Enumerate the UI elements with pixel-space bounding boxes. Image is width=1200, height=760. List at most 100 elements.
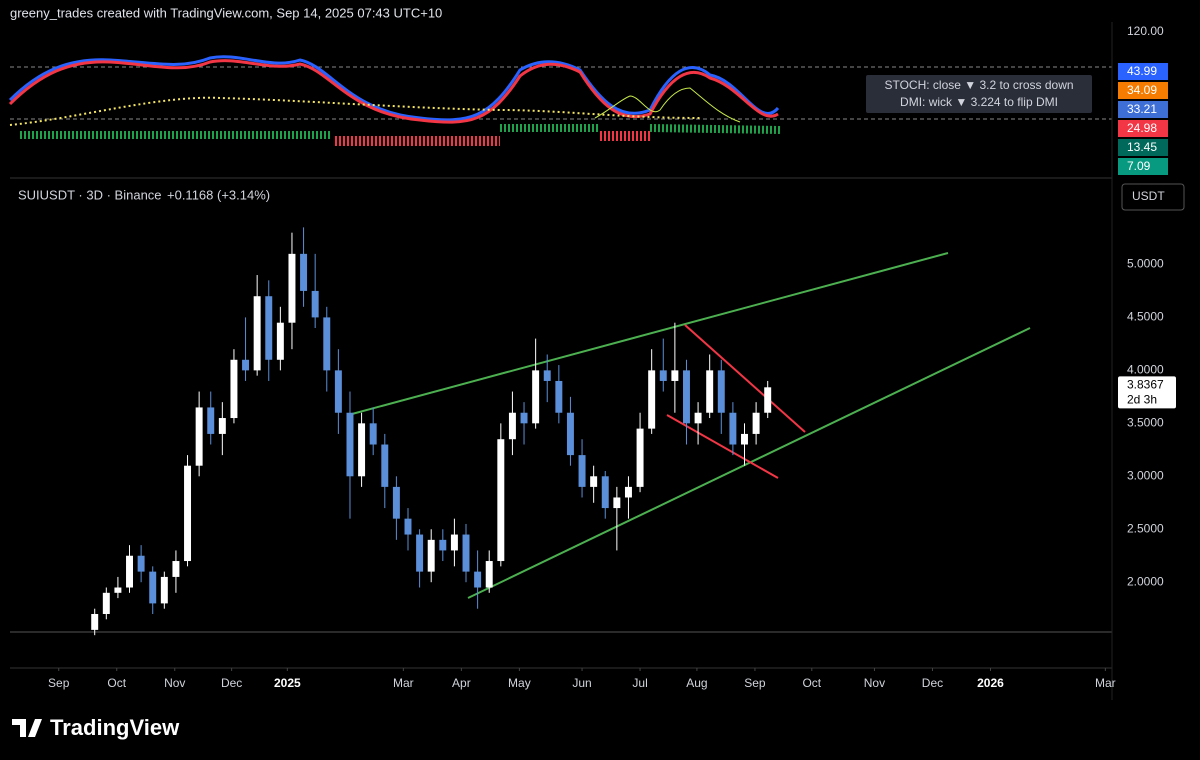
candle-body	[195, 407, 203, 466]
currency-button[interactable]	[1121, 183, 1185, 211]
candle-body	[706, 370, 714, 413]
candle-body	[474, 571, 482, 588]
x-tick-label: Dec	[221, 676, 242, 690]
candle-body	[566, 412, 574, 456]
candle-body	[91, 613, 99, 630]
badge-text: 7.09	[1127, 159, 1151, 173]
candle-body	[590, 476, 598, 487]
candle-body	[741, 433, 748, 445]
candle-body	[624, 486, 632, 498]
histogram-up	[20, 124, 781, 139]
value-badge	[1118, 158, 1168, 175]
trend-line	[666, 414, 779, 479]
currency-label: USDT	[1132, 189, 1165, 203]
candle-body	[311, 290, 319, 318]
logo-text: TradingView	[50, 715, 180, 740]
indicator-panel: STOCH: close ▼ 3.2 to cross down DMI: wi…	[8, 24, 1164, 179]
candle-body	[682, 370, 690, 424]
candle-body	[184, 465, 192, 562]
candle-body	[230, 359, 238, 419]
value-badge	[1118, 82, 1168, 99]
logo-icon	[12, 719, 42, 737]
x-tick-label: Jul	[632, 676, 647, 690]
candle-body	[485, 561, 493, 588]
candle-body	[323, 317, 331, 371]
candle-body	[358, 423, 366, 477]
candle-body	[752, 412, 760, 434]
y-tick-label: 3.0000	[1127, 468, 1164, 482]
x-tick-label: 2026	[977, 676, 1004, 690]
candle-body	[172, 561, 180, 577]
y-tick-label: 5.0000	[1127, 257, 1164, 271]
note-line: DMI: wick ▼ 3.224 to flip DMI	[900, 95, 1058, 109]
candle-body	[276, 322, 284, 360]
candle-body	[253, 296, 261, 371]
badge-text: 43.99	[1127, 64, 1157, 78]
candle-body	[346, 412, 354, 477]
candle-body	[659, 370, 667, 381]
candle-body	[578, 455, 586, 487]
candle-body	[334, 370, 342, 413]
badge-text: 34.09	[1127, 83, 1157, 97]
candle-body	[508, 412, 516, 440]
y-tick-label: 4.5000	[1127, 310, 1164, 324]
stoch-d	[8, 59, 779, 124]
candle-body	[439, 539, 447, 551]
x-tick-label: Nov	[864, 676, 885, 690]
candle-body	[520, 412, 528, 424]
candle-body	[462, 534, 470, 572]
candle-body	[729, 412, 737, 445]
x-tick-label: Sep	[48, 676, 70, 690]
candle-body	[288, 253, 296, 323]
value-badge	[1118, 101, 1168, 118]
candle-body	[126, 555, 133, 588]
x-tick-label: Sep	[744, 676, 766, 690]
histogram-down	[335, 131, 650, 146]
candle-body	[102, 592, 110, 614]
value-badge	[1118, 139, 1168, 156]
candle-body	[369, 423, 377, 445]
x-tick-label: Mar	[393, 676, 414, 690]
candles	[91, 227, 772, 636]
candle-body	[427, 539, 435, 572]
adx-line	[594, 87, 741, 123]
candle-body	[114, 587, 122, 593]
candle-body	[694, 412, 702, 424]
candle-body	[160, 576, 168, 604]
candle-body	[648, 370, 656, 429]
badge-text: 13.45	[1127, 140, 1157, 154]
trend-line	[467, 327, 1031, 599]
candle-body	[381, 444, 389, 487]
x-tick-label: Nov	[164, 676, 185, 690]
badge-text: 24.98	[1127, 121, 1157, 135]
candle-body	[218, 418, 226, 434]
candle-body	[543, 370, 551, 381]
candle-body	[450, 534, 458, 551]
value-badge	[1118, 120, 1168, 137]
candle-body	[671, 370, 679, 381]
note-box	[866, 75, 1092, 113]
x-tick-label: Apr	[452, 676, 471, 690]
x-tick-label: Oct	[107, 676, 126, 690]
x-tick-label: May	[508, 676, 531, 690]
last-price-box	[1118, 376, 1176, 409]
countdown-label: 2d 3h	[1127, 392, 1157, 406]
candle-body	[404, 518, 412, 535]
candle-body	[636, 428, 644, 487]
y-tick-label: 3.5000	[1127, 416, 1164, 430]
candle-body	[497, 439, 505, 562]
x-tick-label: Oct	[802, 676, 821, 690]
candle-body	[265, 296, 273, 360]
candle-body	[207, 407, 215, 434]
candle-body	[137, 555, 145, 572]
y-tick-label: 2.0000	[1127, 574, 1164, 588]
candle-body	[764, 387, 772, 413]
scale-label: 120.00	[1127, 24, 1164, 38]
x-tick-label: Aug	[686, 676, 707, 690]
symbol-title: SUIUSDT · 3D · Binance	[18, 187, 162, 202]
candle-body	[613, 497, 621, 509]
last-price-label: 3.8367	[1127, 377, 1164, 391]
price-change: +0.1168 (+3.14%)	[167, 187, 270, 202]
